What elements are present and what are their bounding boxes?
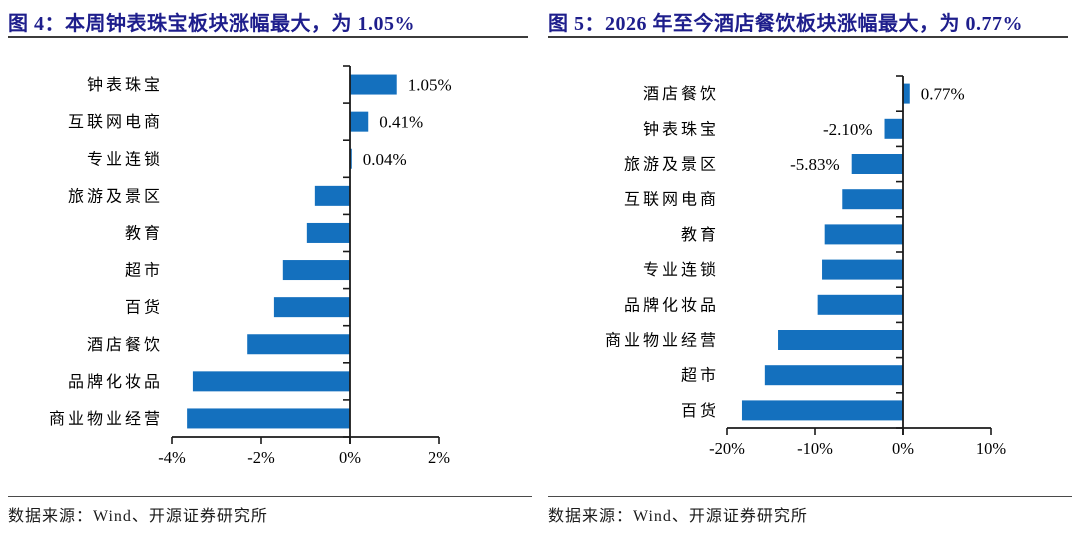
tick-label: -4% xyxy=(158,448,186,467)
tick-label: 0% xyxy=(339,448,361,467)
tick-label: 2% xyxy=(428,448,450,467)
bar xyxy=(764,365,903,386)
figure4-title: 图 4：本周钟表珠宝板块涨幅最大，为 1.05% xyxy=(8,13,415,35)
bar xyxy=(824,224,903,245)
category-label: 商业物业经营 xyxy=(605,332,719,350)
category-label: 专业连锁 xyxy=(87,150,163,168)
data-label: 1.05% xyxy=(408,76,452,95)
data-label: 0.77% xyxy=(921,85,965,104)
bar xyxy=(778,330,903,350)
figure4-bar-chart: 钟表珠宝 1.05% 互联网电商 0.41% 专业连锁 0.04% 旅游及景区教育超市百货酒… xyxy=(49,65,452,467)
bar xyxy=(350,111,369,132)
category-label: 互联网电商 xyxy=(68,113,163,131)
bar xyxy=(306,222,350,243)
bar xyxy=(903,83,910,104)
bar xyxy=(314,185,350,206)
figure5-title-divider xyxy=(548,36,1068,38)
bar xyxy=(187,408,350,429)
data-label: -2.10% xyxy=(823,120,873,139)
category-label: 酒店餐饮 xyxy=(643,85,719,103)
bar xyxy=(247,334,350,355)
bar xyxy=(350,74,397,95)
tick-label: 0% xyxy=(892,439,914,458)
category-label: 专业连锁 xyxy=(643,261,719,279)
bar xyxy=(817,294,903,315)
figure5-bar-chart: 酒店餐饮 0.77% 钟表珠宝 -2.10% 旅游及景区 -5.83% 互联网电商教育专业连… xyxy=(605,75,1007,458)
category-label: 酒店餐饮 xyxy=(87,336,163,354)
data-label: 0.41% xyxy=(379,113,423,132)
tick-label: 10% xyxy=(976,439,1007,458)
category-label: 百货 xyxy=(125,299,163,317)
category-label: 品牌化妆品 xyxy=(68,373,163,391)
data-label: 0.04% xyxy=(363,150,407,169)
bar xyxy=(822,259,903,280)
bar xyxy=(273,297,350,318)
bar xyxy=(741,400,903,421)
figure5-title: 图 5：2026 年至今酒店餐饮板块涨幅最大，为 0.77% xyxy=(548,13,1023,35)
category-label: 超市 xyxy=(681,367,719,385)
figure5-source: 数据来源：Wind、开源证券研究所 xyxy=(548,508,808,525)
bar xyxy=(192,371,350,392)
category-label: 教育 xyxy=(681,226,719,244)
bar xyxy=(851,154,903,174)
category-label: 旅游及景区 xyxy=(624,156,719,174)
bar xyxy=(842,189,903,210)
figure4-panel: 图 4：本周钟表珠宝板块涨幅最大，为 1.05% 钟表珠宝 1.05% 互联网电商 0… xyxy=(8,13,532,525)
tick-label: -10% xyxy=(797,439,833,458)
category-label: 教育 xyxy=(125,224,163,242)
bar xyxy=(282,260,350,281)
figure4-title-divider xyxy=(8,36,528,38)
tick-label: -20% xyxy=(709,439,745,458)
figure5-panel: 图 5：2026 年至今酒店餐饮板块涨幅最大，为 0.77% 酒店餐饮 0.77%… xyxy=(540,0,1080,540)
category-label: 品牌化妆品 xyxy=(624,296,719,314)
category-label: 钟表珠宝 xyxy=(643,120,719,138)
category-label: 超市 xyxy=(125,262,163,280)
category-label: 百货 xyxy=(681,402,719,420)
figure4-source: 数据来源：Wind、开源证券研究所 xyxy=(8,508,268,525)
category-label: 商业物业经营 xyxy=(49,410,163,428)
figure5-footer-divider xyxy=(548,496,1072,497)
tick-label: -2% xyxy=(247,448,275,467)
category-label: 互联网电商 xyxy=(624,191,719,209)
category-label: 钟表珠宝 xyxy=(87,76,163,94)
bar xyxy=(884,118,903,139)
data-label: -5.83% xyxy=(790,155,840,174)
category-label: 旅游及景区 xyxy=(68,187,163,205)
figure4-footer-divider xyxy=(8,496,532,497)
